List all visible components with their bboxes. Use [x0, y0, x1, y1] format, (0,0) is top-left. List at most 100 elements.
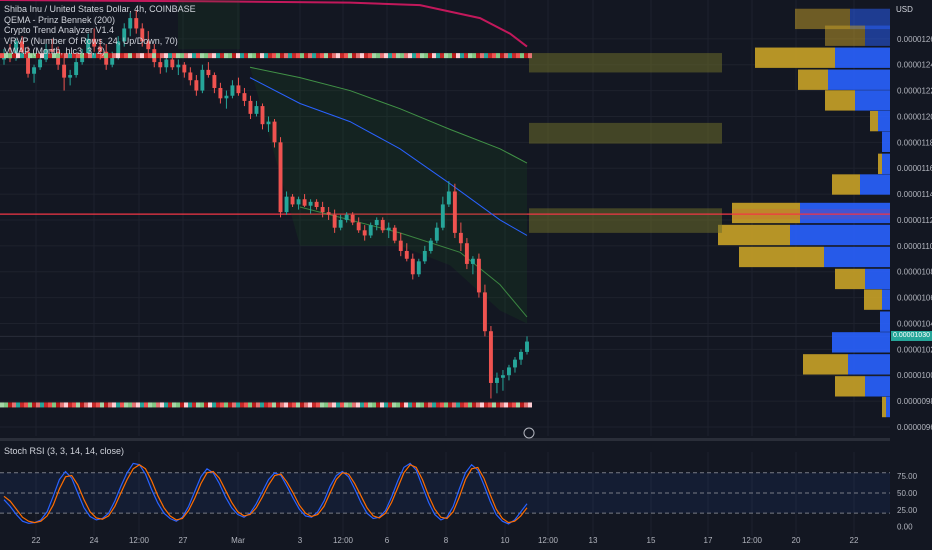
candle-body	[212, 75, 217, 88]
candle-body	[464, 243, 469, 264]
trend-bar-bottom	[348, 402, 352, 408]
candle-body	[206, 69, 211, 76]
vp-up-bar	[880, 311, 890, 332]
trend-bar-bottom	[388, 402, 392, 408]
trend-bar-bottom	[444, 402, 448, 408]
candle-body	[332, 214, 337, 228]
legend-qema[interactable]: QEMA - Prinz Bennek (200)	[4, 14, 116, 25]
trend-bar-bottom	[52, 402, 56, 408]
trend-bar-top	[400, 53, 404, 59]
trend-bar-top	[16, 53, 20, 59]
trend-bar-bottom	[328, 402, 332, 408]
trend-bar-bottom	[432, 402, 436, 408]
trend-bar-top	[408, 53, 412, 59]
vp-down-bar	[870, 110, 878, 132]
supply-demand-zones	[0, 53, 890, 233]
rsi-tick-label: 0.00	[897, 523, 913, 532]
time-tick-label: 6	[385, 536, 390, 545]
lightning-icon	[523, 427, 535, 439]
band-fill	[250, 67, 527, 324]
vp-down-bar	[878, 153, 882, 174]
trend-bar-bottom	[452, 402, 456, 408]
volume-profile	[718, 8, 890, 418]
trend-bar-top	[460, 53, 464, 59]
trend-bar-top	[96, 53, 100, 59]
trend-bar-bottom	[516, 402, 520, 408]
trend-bar-bottom	[64, 402, 68, 408]
vp-down-bar	[798, 69, 828, 90]
currency-label[interactable]: USD	[896, 5, 913, 14]
candle-body	[248, 100, 253, 114]
candle-body	[260, 106, 265, 125]
trend-bar-top	[180, 53, 184, 59]
legend-vwap[interactable]: VWAP (Month, hlc3, 3, 2)	[4, 46, 106, 56]
price-tick-label: 0.00001180	[897, 138, 932, 147]
trend-bar-top	[260, 53, 264, 59]
candle-body	[68, 75, 73, 78]
trend-bar-top	[336, 53, 340, 59]
candle-body	[404, 250, 409, 259]
trend-bar-bottom	[28, 402, 32, 408]
time-tick-label: 13	[589, 536, 598, 545]
trend-bar-top	[20, 53, 24, 59]
trend-bar-top	[364, 53, 368, 59]
trend-bar-top	[12, 53, 16, 59]
stoch-rsi-k-line	[3, 462, 528, 525]
trend-bar-top	[196, 53, 200, 59]
trend-bar-top	[4, 53, 8, 59]
candle-body	[519, 351, 523, 360]
legend-cta[interactable]: Crypto Trend Analyzer V1.4	[4, 25, 115, 35]
vp-up-bar	[878, 110, 890, 132]
candle-body	[122, 28, 127, 42]
trend-bar-bottom	[332, 402, 336, 408]
trend-bar-bottom	[240, 402, 244, 408]
candle-body	[507, 367, 511, 376]
trend-bar-top	[292, 53, 296, 59]
trend-bar-top	[348, 53, 352, 59]
vp-up-bar	[865, 268, 890, 290]
trend-bar-top	[268, 53, 272, 59]
trend-bar-bottom	[364, 402, 368, 408]
vp-up-bar	[865, 376, 890, 397]
candle-body	[392, 227, 397, 241]
rsi-tick-label: 25.00	[897, 506, 918, 515]
trend-bar-top	[168, 53, 172, 59]
trend-bar-top	[172, 53, 176, 59]
trend-bar-bottom	[380, 402, 384, 408]
candle-body	[422, 250, 427, 262]
time-tick-label: 12:00	[538, 536, 559, 545]
price-tick-label: 0.00001260	[897, 35, 932, 44]
trend-bar-bottom	[160, 402, 164, 408]
trend-bar-top	[272, 53, 276, 59]
vp-up-bar	[790, 224, 890, 246]
candle-body	[188, 72, 193, 81]
trend-bar-top	[524, 53, 528, 59]
trend-bar-bottom	[400, 402, 404, 408]
candle-body	[74, 62, 79, 76]
trend-bar-bottom	[220, 402, 224, 408]
trend-bar-top	[140, 53, 144, 59]
trend-bar-bottom	[20, 402, 24, 408]
candle-body	[236, 85, 241, 94]
stoch-rsi-label[interactable]: Stoch RSI (3, 3, 14, 14, close)	[4, 446, 125, 456]
trend-bar-bottom	[236, 402, 240, 408]
vp-up-bar	[800, 202, 890, 224]
trend-bar-top	[344, 53, 348, 59]
trend-bar-top	[164, 53, 168, 59]
trend-bar-bottom	[300, 402, 304, 408]
candle-body	[470, 258, 475, 264]
candle-body	[350, 214, 355, 223]
trend-bar-top	[40, 53, 44, 59]
trend-bar-bottom	[216, 402, 220, 408]
trend-bar-bottom	[492, 402, 496, 408]
legend-symbol[interactable]: Shiba Inu / United States Dollar, 4h, CO…	[4, 4, 196, 14]
trend-bar-bottom	[336, 402, 340, 408]
trend-bar-bottom	[248, 402, 252, 408]
trend-bar-top	[108, 53, 112, 59]
trend-bar-top	[80, 53, 84, 59]
candle-body	[80, 54, 85, 63]
price-tick-label: 0.00000980	[897, 397, 932, 406]
legend-vrvp[interactable]: VRVP (Number Of Rows, 24, Up/Down, 70)	[4, 35, 178, 46]
trend-bar-bottom	[128, 402, 132, 408]
